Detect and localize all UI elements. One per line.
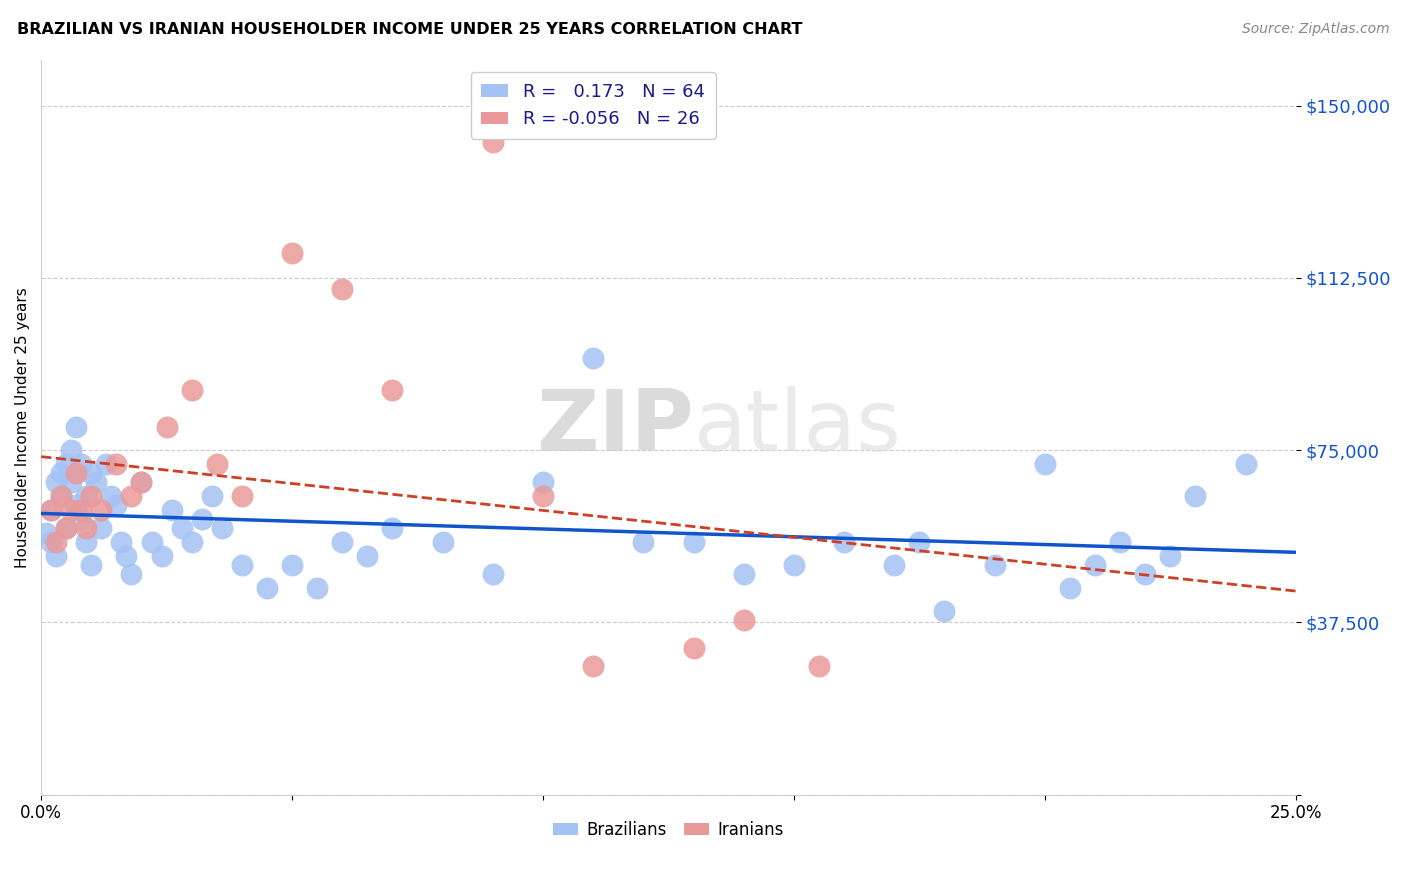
Point [934,604,956,618]
Point [381,521,404,535]
Point [51,489,73,503]
Point [80,466,103,480]
Point [211,521,233,535]
Point [1234,457,1257,471]
Point [531,489,554,503]
Point [150,549,173,563]
Point [180,384,202,398]
Point [190,512,212,526]
Point [75,489,97,503]
Point [120,567,142,582]
Point [110,535,132,549]
Point [733,613,755,627]
Point [90,503,112,517]
Point [682,535,704,549]
Legend: Brazilians, Iranians: Brazilians, Iranians [547,814,790,846]
Point [141,535,163,549]
Point [131,475,153,490]
Point [65,498,87,512]
Point [983,558,1005,572]
Point [330,282,353,296]
Point [35,525,58,540]
Point [60,503,83,517]
Point [481,136,503,150]
Point [205,457,228,471]
Point [1159,549,1181,563]
Point [231,558,253,572]
Text: atlas: atlas [693,385,901,468]
Point [70,512,93,526]
Text: Source: ZipAtlas.com: Source: ZipAtlas.com [1241,22,1389,37]
Point [105,457,128,471]
Point [201,489,224,503]
Point [160,503,183,517]
Point [39,503,62,517]
Point [1184,489,1206,503]
Point [256,581,278,595]
Point [39,535,62,549]
Point [1059,581,1081,595]
Point [307,581,329,595]
Point [1109,535,1132,549]
Point [51,466,73,480]
Point [105,498,128,512]
Point [131,475,153,490]
Point [733,567,755,582]
Text: ZIP: ZIP [536,385,693,468]
Point [633,535,655,549]
Point [80,489,103,503]
Point [356,549,378,563]
Point [908,535,931,549]
Point [582,659,605,673]
Point [682,640,704,655]
Point [60,475,83,490]
Point [1135,567,1157,582]
Point [45,475,67,490]
Point [180,535,202,549]
Point [155,420,177,434]
Point [330,535,353,549]
Point [231,489,253,503]
Point [55,521,77,535]
Point [65,420,87,434]
Point [51,489,73,503]
Point [70,457,93,471]
Point [39,503,62,517]
Point [883,558,905,572]
Point [65,466,87,480]
Point [432,535,454,549]
Point [120,489,142,503]
Point [55,457,77,471]
Point [86,475,108,490]
Point [70,503,93,517]
Point [75,535,97,549]
Point [531,475,554,490]
Y-axis label: Householder Income Under 25 years: Householder Income Under 25 years [15,287,30,567]
Point [115,549,138,563]
Point [582,351,605,366]
Point [281,558,304,572]
Point [1084,558,1107,572]
Point [75,521,97,535]
Point [100,489,122,503]
Point [80,558,103,572]
Text: BRAZILIAN VS IRANIAN HOUSEHOLDER INCOME UNDER 25 YEARS CORRELATION CHART: BRAZILIAN VS IRANIAN HOUSEHOLDER INCOME … [17,22,803,37]
Point [1033,457,1056,471]
Point [808,659,831,673]
Point [60,443,83,458]
Point [281,245,304,260]
Point [96,457,118,471]
Point [45,535,67,549]
Point [481,567,503,582]
Point [55,521,77,535]
Point [45,549,67,563]
Point [381,384,404,398]
Point [170,521,193,535]
Point [783,558,806,572]
Point [90,521,112,535]
Point [832,535,855,549]
